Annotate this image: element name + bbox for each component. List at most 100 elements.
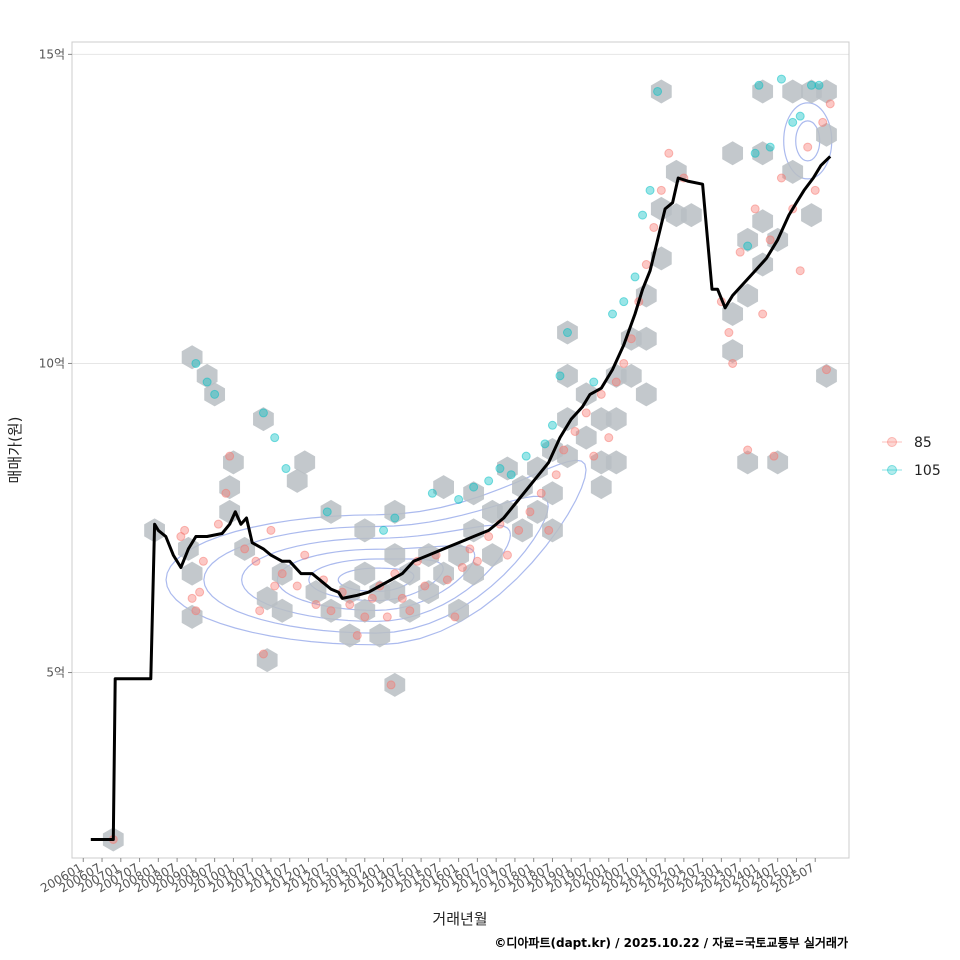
data-point-85 <box>352 630 362 640</box>
legend-label-85: 85 <box>914 435 932 451</box>
data-point-105 <box>202 377 212 387</box>
hexbin-cell <box>463 518 485 543</box>
data-point-105 <box>270 433 280 443</box>
hexbin-cell <box>722 339 744 364</box>
data-point-85 <box>758 309 768 319</box>
data-point-105 <box>619 297 629 307</box>
data-point-85 <box>611 377 621 387</box>
hexbin-cell <box>399 598 421 623</box>
data-point-85 <box>300 550 310 560</box>
hexbin-cell <box>737 283 759 308</box>
data-point-85 <box>311 600 321 610</box>
data-point-85 <box>581 408 591 418</box>
density-contour <box>308 558 444 602</box>
legend-label-105: 105 <box>914 463 941 479</box>
hexbin-cell <box>181 604 203 629</box>
data-point-85 <box>728 358 738 368</box>
data-point-105 <box>754 80 764 90</box>
data-point-105 <box>379 525 389 535</box>
hexbin-cell <box>527 499 548 524</box>
data-point-85 <box>551 470 561 480</box>
density-contour <box>241 524 512 623</box>
data-point-85 <box>596 389 606 399</box>
data-point-85 <box>420 581 430 591</box>
data-point-85 <box>180 525 190 535</box>
data-point-85 <box>465 544 475 554</box>
data-point-85 <box>484 532 494 542</box>
data-point-85 <box>544 525 554 535</box>
trend-line-layer <box>90 155 832 841</box>
hexbin-cell <box>816 122 837 147</box>
hexbin-cell <box>557 407 578 432</box>
data-point-105 <box>469 482 479 492</box>
data-point-85 <box>442 575 452 585</box>
data-point-105 <box>454 494 464 504</box>
hexbin-layer <box>102 79 837 852</box>
hexbin-cell <box>196 363 218 388</box>
hexbin-cell <box>557 444 578 469</box>
data-point-105 <box>608 309 618 319</box>
hexbin-cell <box>339 623 361 648</box>
y-tick-label: 10억 <box>39 356 65 370</box>
hexbin-cell <box>737 227 759 252</box>
hexbin-cell <box>219 499 241 524</box>
data-point-85 <box>360 612 370 622</box>
hexbin-cell <box>354 518 376 543</box>
hexbin-cell <box>527 456 548 481</box>
hexbin-cell <box>354 598 376 623</box>
hexbin-cell <box>305 580 327 605</box>
hexbin-cell <box>620 363 642 388</box>
data-point-85 <box>221 488 231 498</box>
data-point-85 <box>810 185 820 195</box>
data-point-105 <box>645 185 655 195</box>
data-point-105 <box>630 272 640 282</box>
data-point-105 <box>521 451 531 461</box>
data-point-85 <box>750 204 760 214</box>
data-point-85 <box>735 247 745 257</box>
data-point-85 <box>292 581 302 591</box>
data-point-105 <box>540 439 550 449</box>
legend: 85 105 <box>882 435 941 479</box>
hexbin-cell <box>650 246 672 271</box>
data-point-85 <box>821 365 831 375</box>
data-point-85 <box>818 117 828 127</box>
hexbin-cell <box>575 425 597 450</box>
data-point-105 <box>795 111 805 121</box>
data-point-85 <box>251 556 261 566</box>
hexbin-cell <box>463 561 485 586</box>
hexbin-cell <box>448 543 470 568</box>
hexbin-cell <box>418 580 439 605</box>
data-point-85 <box>724 328 734 338</box>
data-point-105 <box>210 389 220 399</box>
data-point-85 <box>405 606 415 616</box>
hexbin-cell <box>816 363 837 388</box>
hexbin-cell <box>575 382 597 407</box>
hexbin-cell <box>219 475 241 500</box>
hexbin-cell <box>482 543 503 568</box>
legend-key-105 <box>887 465 897 475</box>
y-tick-label: 15억 <box>39 47 65 61</box>
data-point-85 <box>502 550 512 560</box>
data-point-105 <box>506 470 516 480</box>
y-axis-title: 매매가(원) <box>6 417 24 484</box>
data-point-85 <box>277 569 287 579</box>
data-point-85 <box>266 525 276 535</box>
hexbin-cell <box>354 561 376 586</box>
hexbin-cell <box>253 407 274 432</box>
hexbin-cell <box>605 407 627 432</box>
hexbin-cell <box>286 468 308 493</box>
hexbin-cell <box>782 79 804 104</box>
data-point-105 <box>281 464 291 474</box>
data-point-105 <box>653 86 663 96</box>
hexbin-cell <box>223 450 244 475</box>
scatter-points <box>108 74 835 844</box>
data-point-85 <box>776 173 786 183</box>
hexbin-cell <box>737 450 759 475</box>
hexbin-cell <box>320 598 342 623</box>
hexbin-cell <box>448 598 470 623</box>
data-point-85 <box>559 445 569 455</box>
data-point-85 <box>604 433 614 443</box>
data-point-85 <box>803 142 813 152</box>
